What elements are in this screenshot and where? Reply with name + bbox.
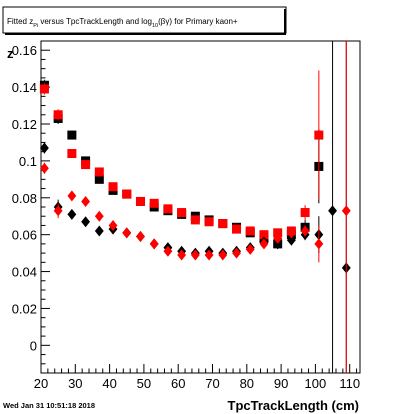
y-tick-label: 0.08	[12, 191, 37, 206]
data-point-square	[232, 224, 242, 234]
data-point-square	[122, 189, 132, 199]
data-point-diamond	[204, 249, 214, 261]
data-point-diamond	[136, 231, 145, 243]
title-subscript-2: 10	[152, 23, 158, 29]
data-point-diamond	[314, 238, 324, 250]
data-point-diamond	[122, 227, 132, 239]
data-point-diamond	[273, 232, 283, 244]
data-point-diamond	[218, 249, 228, 261]
title-box	[2, 6, 287, 34]
title-box-shadow	[5, 33, 286, 35]
x-tick-label: 40	[102, 376, 116, 391]
data-point-diamond	[286, 227, 296, 239]
data-point-diamond	[286, 234, 296, 246]
data-point-square	[108, 182, 118, 192]
data-point-square	[81, 160, 91, 170]
data-point-diamond	[108, 219, 118, 231]
data-point-diamond	[273, 238, 283, 250]
x-tick-label: 60	[171, 376, 185, 391]
y-axis-label: z	[7, 46, 14, 61]
y-tick-label: 0.12	[12, 117, 37, 132]
data-point-square	[53, 110, 63, 120]
data-point-diamond	[40, 142, 49, 154]
data-marks	[39, 41, 351, 373]
y-tick-label: 0.06	[12, 228, 37, 243]
data-point-diamond	[245, 243, 255, 255]
y-tick-label: 0.02	[12, 301, 37, 316]
data-point-diamond	[300, 225, 310, 237]
data-point-diamond	[259, 238, 269, 250]
data-point-diamond	[53, 205, 63, 217]
y-tick-label: 0.16	[12, 43, 37, 58]
y-tick-label: 0.14	[12, 80, 37, 95]
tick-labels: 20 30 40 50 60 70 80 90 100 110 0 0.02 0.04 0.06 0.08 0…	[12, 43, 360, 391]
data-point-square	[67, 130, 77, 140]
data-point-diamond	[190, 249, 200, 261]
x-tick-label: 90	[274, 376, 288, 391]
data-point-diamond	[94, 210, 104, 222]
x-axis-label: TpcTrackLength (cm)	[228, 398, 359, 413]
x-tick-label: 100	[305, 376, 327, 391]
data-point-square	[218, 219, 228, 229]
title-text: Fitted zPi versus TpcTrackLength and log…	[7, 17, 238, 29]
data-point-square	[204, 217, 214, 227]
x-tick-label: 30	[68, 376, 82, 391]
data-point-square	[190, 215, 200, 225]
data-point-diamond	[341, 205, 351, 217]
y-tick-label: 0.1	[19, 154, 37, 169]
data-point-diamond	[81, 216, 90, 228]
x-tick-label: 70	[205, 376, 219, 391]
data-point-square	[177, 208, 187, 218]
title-middle: versus TpcTrackLength and log	[38, 17, 152, 26]
data-point-diamond	[67, 190, 77, 202]
data-point-square	[300, 208, 310, 218]
data-point-diamond	[163, 245, 173, 257]
data-point-square	[259, 230, 269, 240]
x-tick-label: 80	[240, 376, 254, 391]
series-3	[40, 41, 351, 373]
data-point-diamond	[67, 208, 77, 220]
data-point-square	[245, 226, 255, 236]
data-point-square	[149, 198, 159, 208]
data-point-square	[135, 196, 145, 206]
data-point-diamond	[40, 162, 49, 174]
x-tick-label: 110	[339, 376, 360, 391]
chart-title: Fitted zPi versus TpcTrackLength and log…	[2, 6, 287, 35]
x-tick-label: 20	[34, 376, 48, 391]
x-tick-label: 50	[137, 376, 151, 391]
title-suffix: (βγ) for Primary kaon+	[158, 17, 238, 26]
axis-ticks	[40, 40, 358, 373]
data-point-square	[67, 149, 77, 159]
data-point-diamond	[328, 205, 337, 217]
data-point-square	[314, 130, 324, 140]
data-point-diamond	[177, 249, 187, 261]
title-prefix: Fitted z	[7, 17, 33, 26]
data-point-square	[39, 84, 49, 94]
data-point-square	[163, 204, 173, 214]
timestamp: Wed Jan 31 10:51:18 2018	[3, 401, 95, 410]
data-point-square	[94, 174, 104, 184]
y-tick-label: 0.04	[12, 265, 37, 280]
data-point-diamond	[81, 195, 90, 207]
y-tick-label: 0	[30, 338, 37, 353]
data-point-diamond	[232, 247, 241, 259]
data-point-square	[94, 167, 104, 177]
data-point-diamond	[94, 225, 104, 237]
title-box-shadow-side	[284, 9, 286, 35]
data-point-diamond	[149, 238, 159, 250]
title-subscript: Pi	[33, 23, 38, 29]
data-point-square	[273, 228, 283, 238]
